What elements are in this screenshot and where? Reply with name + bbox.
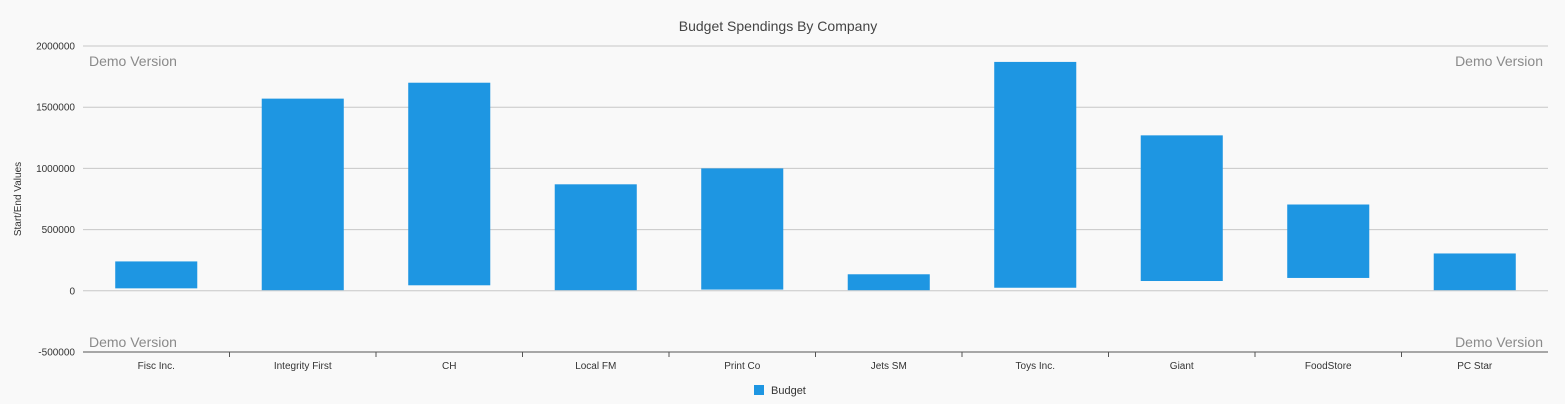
bar	[115, 261, 198, 289]
bars	[115, 61, 1516, 291]
x-axis: Fisc Inc. Integrity First CH Local FM Print …	[83, 351, 1548, 372]
legend-swatch	[754, 385, 764, 395]
y-tick-label: 1500000	[36, 103, 75, 114]
y-axis-ticks: 2000000 1500000 1000000 500000 0 -500000	[36, 42, 75, 359]
x-tick-label: Integrity First	[274, 361, 332, 372]
bar	[1433, 253, 1516, 291]
x-tick-label: Local FM	[575, 361, 616, 372]
bar	[847, 274, 930, 291]
y-tick-label: 500000	[42, 225, 76, 236]
x-tick-label: Print Co	[724, 361, 761, 372]
x-tick-label: Fisc Inc.	[138, 361, 175, 372]
y-tick-label: 2000000	[36, 42, 75, 53]
y-tick-label: 1000000	[36, 164, 75, 175]
x-tick-label: Giant	[1170, 361, 1194, 372]
bar	[1140, 135, 1223, 282]
watermarks: Demo Version Demo Version Demo Version D…	[89, 53, 1543, 350]
watermark-bottom-left: Demo Version	[89, 334, 177, 350]
bar	[408, 82, 491, 286]
x-tick-label: FoodStore	[1305, 361, 1352, 372]
x-tick-label: Toys Inc.	[1016, 361, 1055, 372]
x-tick-label: PC Star	[1457, 361, 1493, 372]
bar	[554, 184, 637, 291]
legend-label: Budget	[771, 385, 806, 397]
bar	[994, 61, 1077, 288]
chart-title: Budget Spendings By Company	[679, 18, 877, 34]
bar	[1287, 204, 1370, 278]
x-tick-label: Jets SM	[871, 361, 907, 372]
watermark-bottom-right: Demo Version	[1455, 334, 1543, 350]
watermark-top-right: Demo Version	[1455, 53, 1543, 69]
watermark-top-left: Demo Version	[89, 53, 177, 69]
y-tick-label: -500000	[38, 348, 75, 359]
bar	[261, 98, 344, 291]
y-tick-label: 0	[69, 286, 75, 297]
x-tick-label: CH	[442, 361, 456, 372]
bar	[701, 168, 784, 290]
legend[interactable]: Budget	[754, 385, 806, 397]
y-axis-label: Start/End Values	[13, 162, 24, 236]
